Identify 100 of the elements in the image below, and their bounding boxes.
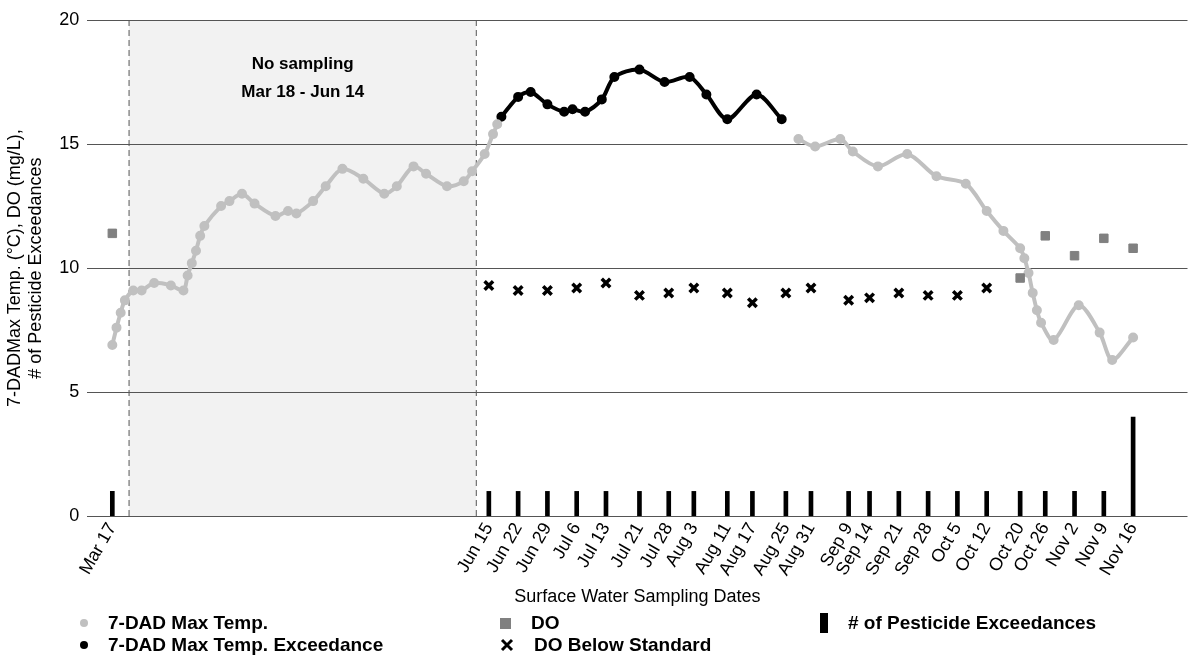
point <box>722 114 733 125</box>
point <box>115 307 126 318</box>
point <box>570 281 583 294</box>
point <box>634 64 645 75</box>
point <box>1036 317 1047 328</box>
point <box>237 188 248 199</box>
point <box>596 94 607 105</box>
point <box>872 161 883 172</box>
point <box>847 146 858 157</box>
y-tick-label: 5 <box>69 381 80 402</box>
point <box>541 284 554 297</box>
point <box>662 286 675 299</box>
point <box>488 129 499 140</box>
point <box>270 211 281 221</box>
point <box>442 181 453 192</box>
point <box>998 225 1009 236</box>
point <box>1073 300 1084 311</box>
y-tick-label: 10 <box>59 257 80 278</box>
point <box>320 181 331 192</box>
point <box>559 106 570 117</box>
point <box>199 220 210 231</box>
point <box>182 270 193 281</box>
point <box>111 322 122 333</box>
point <box>107 340 118 351</box>
point <box>482 279 495 292</box>
point <box>567 104 578 115</box>
point <box>165 280 176 291</box>
point <box>793 134 804 145</box>
point <box>149 277 160 288</box>
point <box>1048 335 1059 346</box>
point <box>981 206 992 217</box>
point <box>178 285 189 296</box>
y-tick-label: 0 <box>69 505 80 526</box>
point <box>512 284 525 297</box>
point <box>687 281 700 294</box>
point <box>128 285 139 296</box>
point <box>190 245 201 256</box>
point <box>249 198 260 209</box>
point <box>580 106 591 117</box>
point <box>224 196 235 207</box>
point <box>283 206 294 217</box>
point <box>779 286 792 299</box>
legend-label: DO Below Standard <box>534 634 712 656</box>
point <box>467 166 478 177</box>
point <box>308 196 319 207</box>
legend-label: DO <box>531 612 560 634</box>
point <box>633 289 646 302</box>
point <box>980 281 993 294</box>
point <box>701 89 712 100</box>
point <box>902 148 913 159</box>
point <box>659 77 670 88</box>
point <box>492 119 503 130</box>
point <box>776 114 787 125</box>
point <box>863 291 876 304</box>
legend-label: # of Pesticide Exceedances <box>848 612 1097 634</box>
point <box>379 188 390 199</box>
point <box>1031 305 1042 316</box>
point <box>835 134 846 145</box>
point <box>513 91 524 102</box>
legend-label: 7-DAD Max Temp. Exceedance <box>108 634 384 656</box>
point <box>1023 268 1034 279</box>
point <box>810 141 821 152</box>
point <box>1107 354 1118 365</box>
point <box>496 111 507 122</box>
y-axis-title: 7-DADMax Temp. (°C), DO (mg/L), # of Pesticide Exceedances <box>3 129 46 408</box>
point <box>479 148 490 159</box>
point <box>684 72 695 83</box>
legend-label: 7-DAD Max Temp. <box>108 612 269 634</box>
point <box>960 178 971 189</box>
point <box>842 294 855 307</box>
point <box>337 163 348 174</box>
point <box>525 86 536 97</box>
point <box>358 173 369 184</box>
x-axis-title: Surface Water Sampling Dates <box>514 586 761 607</box>
point <box>1019 253 1030 264</box>
point <box>1027 287 1038 298</box>
point <box>1015 243 1026 254</box>
point <box>216 201 227 212</box>
point <box>1099 233 1109 244</box>
point <box>1015 273 1025 283</box>
point <box>186 258 197 269</box>
point <box>892 286 905 299</box>
point <box>542 99 553 110</box>
y-tick-label: 20 <box>59 8 80 29</box>
point <box>931 171 942 182</box>
point <box>119 295 130 306</box>
point <box>746 296 759 309</box>
point <box>408 161 419 172</box>
point <box>1069 250 1080 261</box>
point <box>291 208 302 219</box>
band-label: No sampling Mar 18 - Jun 14 <box>241 53 365 101</box>
point <box>1128 332 1139 343</box>
point <box>922 289 935 302</box>
point <box>1128 243 1138 253</box>
point <box>721 286 734 299</box>
point <box>1094 327 1105 338</box>
point <box>609 72 620 83</box>
point <box>136 285 147 296</box>
point <box>107 228 118 239</box>
point <box>804 281 817 294</box>
